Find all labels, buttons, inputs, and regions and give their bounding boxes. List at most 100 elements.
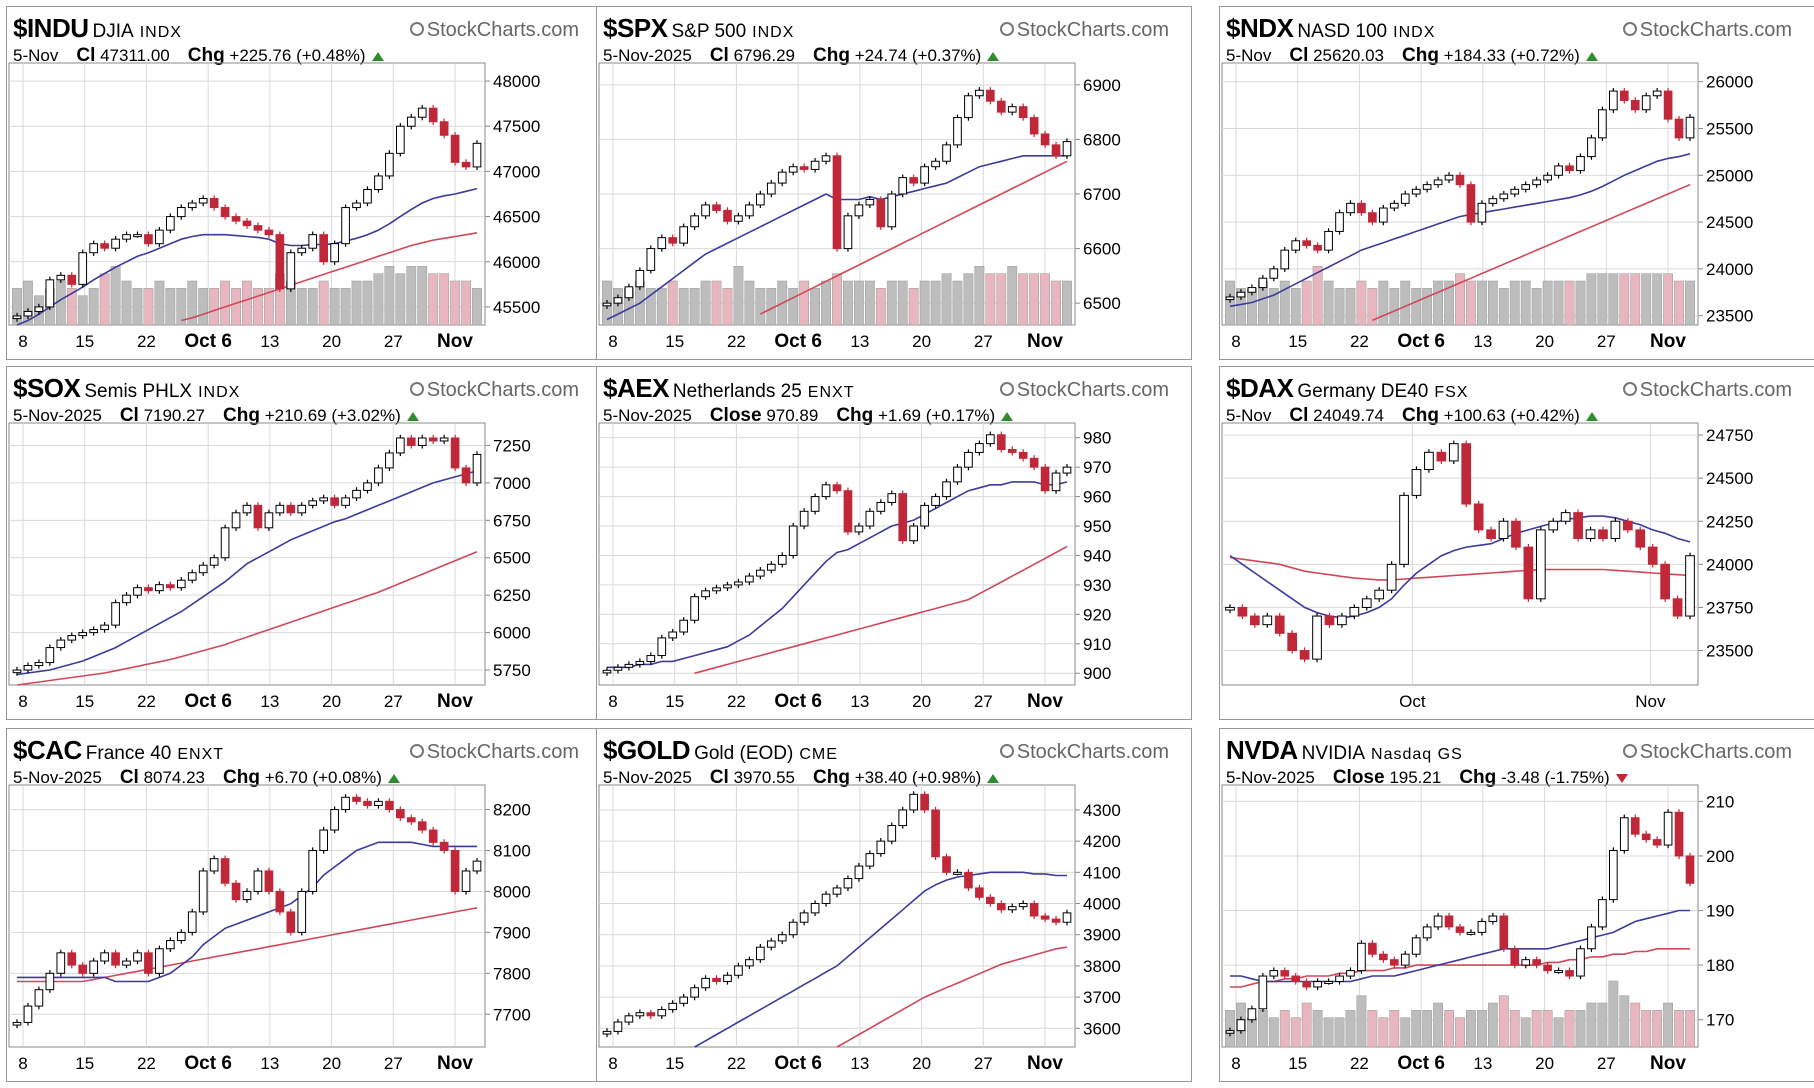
x-tick-label: 27: [1597, 332, 1616, 351]
volume-bar: [99, 273, 110, 326]
candle-body: [319, 497, 329, 502]
quote-date: 5-Nov: [1226, 46, 1272, 65]
candle-body: [909, 177, 919, 184]
x-tick-label: 15: [665, 692, 684, 711]
volume-bar: [667, 280, 678, 326]
volume-bar: [1378, 280, 1389, 326]
chart-panel-dax[interactable]: $DAX Germany DE40 FSX StockCharts.com 5-Nov C…: [1219, 366, 1814, 720]
price-plot[interactable]: 26000 25500 25000 24500 24000 23500 8 15 22 Oct 6…: [1220, 7, 1814, 359]
chart-panel-nvda[interactable]: NVDA NVIDIA Nasdaq GS StockCharts.com 5-Nov-…: [1219, 728, 1814, 1082]
candle-body: [1274, 615, 1285, 634]
x-tick-label: Oct: [1399, 692, 1426, 711]
candle-body: [220, 858, 230, 884]
stockcharts-brand: StockCharts.com: [1622, 741, 1792, 764]
candle-body: [155, 584, 164, 592]
volume-bar: [121, 280, 132, 326]
candle-body: [1029, 903, 1039, 917]
stockcharts-brand: StockCharts.com: [999, 19, 1169, 42]
volume-bar: [886, 280, 897, 326]
candle-body: [1685, 855, 1695, 884]
volume-bar: [318, 280, 329, 326]
candle-body: [198, 870, 208, 913]
plot-frame: [8, 422, 486, 686]
candle-body: [953, 466, 962, 483]
price-plot[interactable]: 8200 8100 8000 7900 7800 7700 8 15 22 Oct 6 13 20 27…: [7, 729, 601, 1081]
x-tick-label: 22: [727, 332, 746, 351]
x-tick-label: 15: [75, 1054, 94, 1073]
chart-panel-sox[interactable]: $SOX Semis PHLX INDX StockCharts.com 5-Nov-2…: [6, 366, 602, 720]
volume-bar: [340, 288, 351, 326]
candle-body: [1313, 981, 1322, 988]
candle-body: [635, 660, 645, 665]
candle-body: [624, 286, 634, 299]
candle-body: [1510, 188, 1520, 195]
chart-panel-aex[interactable]: $AEX Netherlands 25 ENXT StockCharts.com 5-N…: [596, 366, 1192, 720]
candle-body: [374, 467, 383, 484]
stockcharts-brand: StockCharts.com: [1622, 19, 1792, 42]
close-value: 6796.29: [733, 46, 796, 65]
volume-bar: [187, 280, 198, 326]
candle-body: [396, 809, 405, 819]
x-tick-label: Oct 6: [1397, 1053, 1445, 1074]
price-plot[interactable]: 7250 7000 6750 6500 6250 6000 5750 8 15 22 Oct 6 13…: [7, 367, 601, 719]
candle-body: [56, 952, 66, 974]
x-tick-label: 13: [260, 1054, 279, 1073]
chart-panel-indu[interactable]: $INDU DJIA INDX StockCharts.com 5-Nov Cl 4731…: [6, 6, 602, 360]
quote-line: 5-Nov Cl 24049.74 Chg +100.63 (+0.42%): [1226, 405, 1598, 427]
symbol-description: S&P 500: [671, 21, 747, 42]
price-plot[interactable]: 6900 6800 6700 6600 6500 8 15 22 Oct 6 13 20 27 Nov: [597, 7, 1191, 359]
candle-body: [472, 453, 482, 484]
volume-bar: [1520, 1017, 1531, 1048]
x-tick-label: 15: [75, 332, 94, 351]
change-value: +100.63 (+0.42%): [1443, 406, 1580, 425]
quote-line: 5-Nov-2025 Cl 6796.29 Chg +24.74 (+0.37%): [603, 45, 1000, 67]
candle-body: [690, 987, 699, 998]
candle-body: [461, 870, 471, 892]
candle-body: [613, 1021, 623, 1032]
moving-average-long-line: [16, 551, 478, 686]
volume-bar: [1279, 1010, 1290, 1048]
price-plot[interactable]: 210 200 190 180 170 8 15 22 Oct 6 13 20 27 Nov: [1220, 729, 1814, 1081]
candle-body: [865, 510, 875, 527]
candle-body: [1029, 457, 1039, 468]
candle-body: [887, 825, 897, 842]
candle-body: [1062, 141, 1072, 157]
price-plot[interactable]: 24750 24500 24250 24000 23750 23500 Oct Nov: [1220, 367, 1814, 719]
candle-body: [1250, 615, 1260, 626]
candle-body: [12, 315, 22, 320]
candle-body: [777, 554, 787, 565]
price-plot[interactable]: 980 970 960 950 940 930 920 910 900 8 15 22 Oct 6 13 2…: [597, 367, 1191, 719]
candle-body: [1062, 466, 1072, 474]
chart-panel-gold[interactable]: $GOLD Gold (EOD) CME StockCharts.com 5-Nov-2…: [596, 728, 1192, 1082]
triangle-up-icon: [987, 52, 1000, 61]
candle-body: [341, 796, 350, 811]
volume-bar: [1487, 1002, 1498, 1048]
volume-bar: [1608, 980, 1619, 1048]
chart-panel-cac[interactable]: $CAC France 40 ENXT StockCharts.com 5-Nov-20…: [6, 728, 602, 1082]
candle-body: [1357, 202, 1366, 214]
candle-body: [45, 972, 55, 991]
close-value: 8074.23: [143, 768, 206, 787]
volume-bar: [1586, 273, 1597, 326]
quote-date: 5-Nov: [1226, 406, 1272, 425]
volume-bar: [1509, 280, 1520, 326]
candle-body: [1399, 494, 1409, 565]
volume-bar: [1597, 273, 1608, 326]
volume-bar: [1400, 1017, 1411, 1048]
candle-body: [1663, 90, 1673, 120]
candle-body: [635, 1012, 645, 1017]
candle-body: [832, 155, 842, 250]
candle-body: [1641, 95, 1651, 111]
volume-bar: [656, 288, 667, 326]
candle-body: [242, 504, 252, 514]
candle-body: [624, 663, 634, 668]
moving-average-long-line: [1230, 948, 1690, 988]
chart-panel-spx[interactable]: $SPX S&P 500 INDX StockCharts.com 5-Nov-2025…: [596, 6, 1192, 360]
price-plot[interactable]: 4300 4200 4100 4000 3900 3800 3700 3600 8 15 22 Oct…: [597, 729, 1191, 1081]
candle-body: [1521, 959, 1531, 966]
volume-bar: [373, 273, 384, 326]
candle-body: [122, 234, 131, 240]
candle-body: [1269, 970, 1279, 977]
chart-panel-ndx[interactable]: $NDX NASD 100 INDX StockCharts.com 5-Nov Cl 2…: [1219, 6, 1814, 360]
price-plot[interactable]: 48000 47500 47000 46500 46000 45500 8 15 22 Oct 6…: [7, 7, 601, 359]
